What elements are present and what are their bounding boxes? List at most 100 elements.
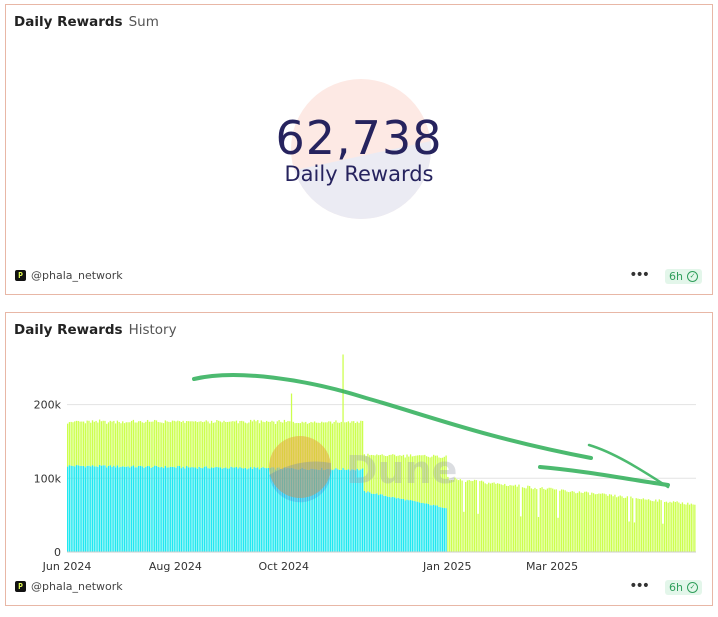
bar-series-a bbox=[381, 494, 383, 552]
bar-series-a bbox=[365, 492, 367, 552]
bar-series-b bbox=[225, 421, 227, 468]
bar-series-b bbox=[399, 455, 401, 499]
bar-series-a bbox=[251, 468, 254, 552]
bar-series-a bbox=[257, 467, 259, 552]
bar-series-b bbox=[216, 420, 218, 467]
bar-series-a bbox=[186, 466, 188, 552]
bar-series-b bbox=[276, 421, 278, 468]
bar-series-b bbox=[150, 421, 152, 468]
x-tick-label: Oct 2024 bbox=[259, 560, 310, 573]
bar-series-b bbox=[170, 422, 172, 467]
bar-series-a bbox=[353, 469, 355, 552]
bar-series-a bbox=[342, 468, 344, 552]
bar-series-b bbox=[651, 501, 653, 552]
bar-series-b bbox=[667, 502, 669, 552]
bar-series-b bbox=[431, 456, 433, 506]
bar-series-a bbox=[235, 467, 238, 552]
bar-series-a bbox=[79, 465, 81, 552]
bar-series-b bbox=[248, 422, 250, 469]
bar-series-b bbox=[365, 456, 367, 493]
panel-footer: P @phala_network ••• 6h ✓ bbox=[15, 267, 702, 285]
bar-series-a bbox=[72, 465, 74, 552]
bar-series-a bbox=[274, 469, 277, 552]
bar-series-b bbox=[130, 420, 133, 467]
bar-series-b bbox=[186, 421, 188, 467]
bar-series-a bbox=[221, 468, 223, 552]
bar-series-a bbox=[347, 469, 350, 552]
bar-series-a bbox=[315, 469, 318, 552]
bar-series-a bbox=[319, 469, 321, 552]
bar-series-a bbox=[155, 465, 158, 552]
bar-series-b bbox=[608, 494, 611, 552]
bar-series-b bbox=[193, 421, 195, 468]
annotation-stroke bbox=[192, 373, 593, 460]
annotation-stroke bbox=[538, 465, 670, 487]
owner-link[interactable]: P @phala_network bbox=[15, 580, 123, 593]
bar-series-a bbox=[100, 465, 103, 552]
bar-series-b bbox=[626, 496, 628, 552]
bar-series-b bbox=[648, 499, 650, 552]
bar-series-a bbox=[417, 501, 419, 552]
phala-avatar-icon: P bbox=[15, 270, 26, 281]
bar-series-b bbox=[226, 421, 229, 469]
bar-series-b bbox=[580, 492, 582, 552]
bar-series-a bbox=[198, 466, 200, 552]
more-options-icon[interactable]: ••• bbox=[629, 267, 650, 283]
bar-series-b bbox=[161, 422, 163, 467]
bar-series-b bbox=[234, 421, 236, 468]
bar-series-a bbox=[313, 469, 316, 552]
bar-series-b bbox=[674, 501, 676, 552]
bar-series-a bbox=[324, 469, 326, 552]
owner-link[interactable]: P @phala_network bbox=[15, 269, 123, 282]
bar-series-b bbox=[335, 420, 337, 469]
bar-series-b bbox=[472, 481, 474, 552]
bar-series-b bbox=[573, 491, 575, 552]
bar-series-a bbox=[241, 468, 243, 552]
panel-title[interactable]: Daily Rewards bbox=[14, 322, 123, 338]
bar-series-b bbox=[70, 421, 72, 466]
bar-series-b bbox=[578, 491, 581, 552]
bar-series-b bbox=[594, 494, 596, 552]
bar-series-b bbox=[525, 488, 527, 552]
panel-title[interactable]: Daily Rewards bbox=[14, 14, 123, 30]
bar-series-a bbox=[132, 465, 135, 552]
bar-series-b bbox=[264, 422, 266, 469]
bar-series-b bbox=[404, 457, 406, 501]
refresh-badge[interactable]: 6h ✓ bbox=[665, 580, 702, 595]
bar-series-b bbox=[500, 484, 502, 552]
bar-series-b bbox=[388, 454, 390, 497]
bar-series-b bbox=[221, 422, 223, 469]
bar-series-b bbox=[646, 499, 648, 552]
bar-series-b bbox=[74, 421, 76, 467]
bar-series-a bbox=[278, 467, 280, 552]
bar-series-b bbox=[576, 492, 579, 552]
bar-series-a bbox=[413, 500, 415, 552]
more-options-icon[interactable]: ••• bbox=[629, 578, 650, 594]
bar-series-b bbox=[507, 486, 509, 552]
bar-series-b bbox=[544, 489, 547, 552]
bar-series-b bbox=[361, 420, 364, 469]
bar-series-a bbox=[280, 468, 282, 552]
bar-series-a bbox=[273, 467, 275, 552]
bar-series-a bbox=[191, 467, 193, 552]
bar-series-b bbox=[203, 421, 206, 467]
bar-series-b bbox=[175, 421, 177, 468]
bar-series-b bbox=[116, 420, 119, 466]
bar-series-b bbox=[152, 421, 154, 468]
bar-series-b bbox=[550, 487, 552, 552]
bar-series-b bbox=[447, 476, 449, 552]
bar-series-a bbox=[98, 464, 101, 552]
bar-series-a bbox=[335, 468, 337, 552]
bar-series-b bbox=[605, 494, 607, 552]
bar-series-a bbox=[82, 465, 85, 552]
bar-series-b bbox=[207, 421, 209, 469]
bar-series-a bbox=[218, 467, 220, 552]
bar-series-b bbox=[564, 490, 566, 552]
bar-series-a bbox=[392, 496, 394, 552]
bar-series-b bbox=[98, 419, 101, 465]
refresh-badge[interactable]: 6h ✓ bbox=[665, 269, 702, 284]
bar-series-b bbox=[418, 455, 421, 503]
bar-series-b bbox=[333, 421, 335, 470]
bar-series-a bbox=[297, 469, 300, 552]
bar-series-b bbox=[143, 422, 145, 468]
